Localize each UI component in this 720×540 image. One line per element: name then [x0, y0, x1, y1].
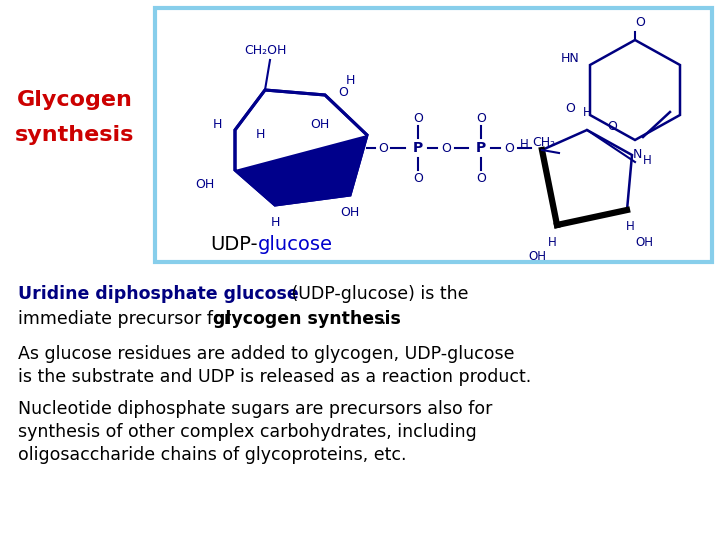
Text: H: H [212, 118, 222, 132]
Text: .: . [380, 310, 385, 328]
Text: OH: OH [341, 206, 359, 219]
Text: H: H [346, 73, 355, 86]
Text: OH: OH [195, 179, 215, 192]
Text: P: P [413, 141, 423, 155]
Text: O: O [441, 141, 451, 154]
Text: H: H [626, 220, 634, 233]
Text: immediate precursor for: immediate precursor for [18, 310, 236, 328]
Text: synthesis: synthesis [15, 125, 135, 145]
Text: O: O [635, 16, 645, 29]
Text: O: O [476, 172, 486, 185]
Text: O: O [338, 85, 348, 98]
Text: O: O [504, 141, 514, 154]
Text: O: O [378, 141, 388, 154]
Text: O: O [413, 172, 423, 185]
Text: Glycogen: Glycogen [17, 90, 133, 110]
Text: OH: OH [635, 237, 653, 249]
Text: P: P [476, 141, 486, 155]
Text: OH: OH [528, 251, 546, 264]
Text: glycogen synthesis: glycogen synthesis [213, 310, 401, 328]
Text: Uridine diphosphate glucose: Uridine diphosphate glucose [18, 285, 299, 303]
Text: glucose: glucose [258, 235, 333, 254]
Text: As glucose residues are added to glycogen, UDP-glucose: As glucose residues are added to glycoge… [18, 345, 515, 363]
Text: H: H [256, 129, 265, 141]
Text: H: H [520, 138, 528, 152]
Text: OH: OH [310, 118, 330, 132]
Text: UDP-: UDP- [210, 235, 258, 254]
Text: H: H [270, 215, 279, 228]
Text: H: H [582, 106, 591, 119]
Text: H: H [548, 237, 557, 249]
Text: synthesis of other complex carbohydrates, including: synthesis of other complex carbohydrates… [18, 423, 477, 441]
Text: O: O [607, 120, 617, 133]
Text: N: N [632, 148, 642, 161]
Text: O: O [476, 111, 486, 125]
Text: HN: HN [561, 51, 580, 64]
Text: O: O [413, 111, 423, 125]
Text: H: H [643, 153, 652, 166]
Text: is the substrate and UDP is released as a reaction product.: is the substrate and UDP is released as … [18, 368, 531, 386]
Polygon shape [235, 135, 367, 205]
Text: CH₂OH: CH₂OH [244, 44, 286, 57]
Text: Nucleotide diphosphate sugars are precursors also for: Nucleotide diphosphate sugars are precur… [18, 400, 492, 418]
Text: oligosaccharide chains of glycoproteins, etc.: oligosaccharide chains of glycoproteins,… [18, 446, 407, 464]
Text: O: O [565, 102, 575, 114]
Text: (UDP-glucose) is the: (UDP-glucose) is the [286, 285, 469, 303]
Text: CH₂: CH₂ [532, 137, 556, 150]
Bar [155, 8, 712, 262]
